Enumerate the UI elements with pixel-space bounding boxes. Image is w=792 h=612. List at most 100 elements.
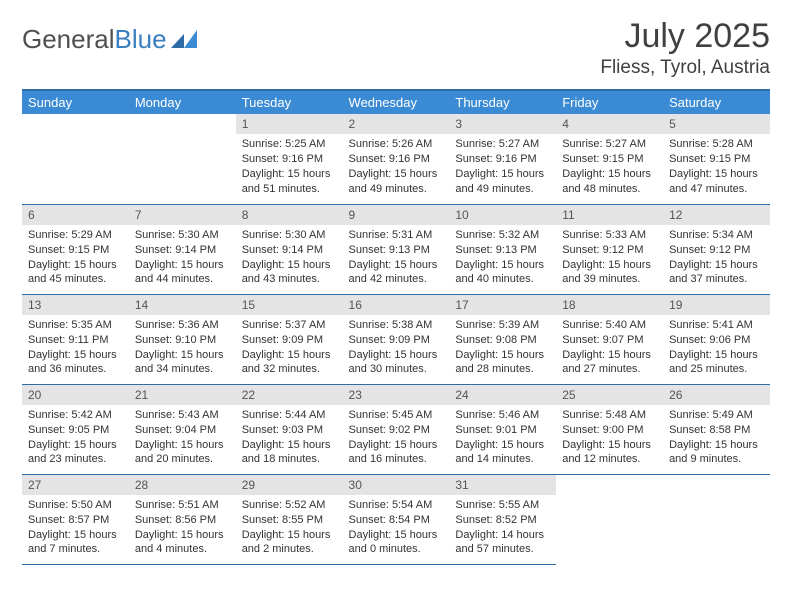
calendar-cell: 31Sunrise: 5:55 AMSunset: 8:52 PMDayligh… [449, 474, 556, 564]
day-body: Sunrise: 5:51 AMSunset: 8:56 PMDaylight:… [129, 495, 236, 563]
calendar-cell: 15Sunrise: 5:37 AMSunset: 9:09 PMDayligh… [236, 294, 343, 384]
day-number: 24 [449, 385, 556, 405]
day-number: 28 [129, 475, 236, 495]
day-body: Sunrise: 5:41 AMSunset: 9:06 PMDaylight:… [663, 315, 770, 383]
calendar-cell: 16Sunrise: 5:38 AMSunset: 9:09 PMDayligh… [343, 294, 450, 384]
day-number: 10 [449, 205, 556, 225]
day-body: Sunrise: 5:35 AMSunset: 9:11 PMDaylight:… [22, 315, 129, 383]
day-header: Tuesday [236, 90, 343, 114]
calendar-week-row: 1Sunrise: 5:25 AMSunset: 9:16 PMDaylight… [22, 114, 770, 204]
logo-icon [171, 24, 197, 55]
calendar-cell: 28Sunrise: 5:51 AMSunset: 8:56 PMDayligh… [129, 474, 236, 564]
day-body: Sunrise: 5:31 AMSunset: 9:13 PMDaylight:… [343, 225, 450, 293]
calendar-cell: 26Sunrise: 5:49 AMSunset: 8:58 PMDayligh… [663, 384, 770, 474]
day-number: 29 [236, 475, 343, 495]
calendar-week-row: 27Sunrise: 5:50 AMSunset: 8:57 PMDayligh… [22, 474, 770, 564]
day-number: 23 [343, 385, 450, 405]
day-number: 19 [663, 295, 770, 315]
day-header: Sunday [22, 90, 129, 114]
day-number: 2 [343, 114, 450, 134]
day-body: Sunrise: 5:33 AMSunset: 9:12 PMDaylight:… [556, 225, 663, 293]
day-header: Saturday [663, 90, 770, 114]
day-number: 5 [663, 114, 770, 134]
calendar-cell: 1Sunrise: 5:25 AMSunset: 9:16 PMDaylight… [236, 114, 343, 204]
day-body: Sunrise: 5:44 AMSunset: 9:03 PMDaylight:… [236, 405, 343, 473]
logo-text-1: General [22, 24, 115, 55]
header: GeneralBlue July 2025 Fliess, Tyrol, Aus… [22, 18, 770, 79]
day-body: Sunrise: 5:32 AMSunset: 9:13 PMDaylight:… [449, 225, 556, 293]
day-body: Sunrise: 5:29 AMSunset: 9:15 PMDaylight:… [22, 225, 129, 293]
day-number: 1 [236, 114, 343, 134]
calendar-cell: 17Sunrise: 5:39 AMSunset: 9:08 PMDayligh… [449, 294, 556, 384]
calendar-body: 1Sunrise: 5:25 AMSunset: 9:16 PMDaylight… [22, 114, 770, 564]
day-body: Sunrise: 5:27 AMSunset: 9:16 PMDaylight:… [449, 134, 556, 202]
day-number: 25 [556, 385, 663, 405]
calendar-cell [556, 474, 663, 564]
day-body: Sunrise: 5:39 AMSunset: 9:08 PMDaylight:… [449, 315, 556, 383]
calendar-cell: 23Sunrise: 5:45 AMSunset: 9:02 PMDayligh… [343, 384, 450, 474]
day-header: Monday [129, 90, 236, 114]
month-title: July 2025 [600, 18, 770, 55]
day-number: 26 [663, 385, 770, 405]
day-body: Sunrise: 5:28 AMSunset: 9:15 PMDaylight:… [663, 134, 770, 202]
day-number: 11 [556, 205, 663, 225]
day-body: Sunrise: 5:30 AMSunset: 9:14 PMDaylight:… [129, 225, 236, 293]
calendar-cell: 29Sunrise: 5:52 AMSunset: 8:55 PMDayligh… [236, 474, 343, 564]
calendar-cell: 3Sunrise: 5:27 AMSunset: 9:16 PMDaylight… [449, 114, 556, 204]
calendar-week-row: 13Sunrise: 5:35 AMSunset: 9:11 PMDayligh… [22, 294, 770, 384]
calendar-cell: 24Sunrise: 5:46 AMSunset: 9:01 PMDayligh… [449, 384, 556, 474]
day-number: 21 [129, 385, 236, 405]
calendar-cell: 5Sunrise: 5:28 AMSunset: 9:15 PMDaylight… [663, 114, 770, 204]
logo-text-2: Blue [115, 24, 167, 55]
day-body: Sunrise: 5:37 AMSunset: 9:09 PMDaylight:… [236, 315, 343, 383]
day-body: Sunrise: 5:25 AMSunset: 9:16 PMDaylight:… [236, 134, 343, 202]
day-body: Sunrise: 5:38 AMSunset: 9:09 PMDaylight:… [343, 315, 450, 383]
day-body: Sunrise: 5:42 AMSunset: 9:05 PMDaylight:… [22, 405, 129, 473]
calendar-cell: 11Sunrise: 5:33 AMSunset: 9:12 PMDayligh… [556, 204, 663, 294]
day-number: 14 [129, 295, 236, 315]
day-body: Sunrise: 5:30 AMSunset: 9:14 PMDaylight:… [236, 225, 343, 293]
calendar-header-row: SundayMondayTuesdayWednesdayThursdayFrid… [22, 90, 770, 114]
calendar-week-row: 6Sunrise: 5:29 AMSunset: 9:15 PMDaylight… [22, 204, 770, 294]
day-body: Sunrise: 5:43 AMSunset: 9:04 PMDaylight:… [129, 405, 236, 473]
day-number: 17 [449, 295, 556, 315]
calendar-week-row: 20Sunrise: 5:42 AMSunset: 9:05 PMDayligh… [22, 384, 770, 474]
logo: GeneralBlue [22, 24, 197, 55]
calendar-cell: 21Sunrise: 5:43 AMSunset: 9:04 PMDayligh… [129, 384, 236, 474]
day-header: Friday [556, 90, 663, 114]
calendar-cell: 25Sunrise: 5:48 AMSunset: 9:00 PMDayligh… [556, 384, 663, 474]
day-number: 18 [556, 295, 663, 315]
day-number: 15 [236, 295, 343, 315]
calendar-cell [22, 114, 129, 204]
day-body: Sunrise: 5:27 AMSunset: 9:15 PMDaylight:… [556, 134, 663, 202]
calendar-cell: 14Sunrise: 5:36 AMSunset: 9:10 PMDayligh… [129, 294, 236, 384]
calendar-cell: 2Sunrise: 5:26 AMSunset: 9:16 PMDaylight… [343, 114, 450, 204]
day-number: 22 [236, 385, 343, 405]
day-number: 13 [22, 295, 129, 315]
calendar-cell: 10Sunrise: 5:32 AMSunset: 9:13 PMDayligh… [449, 204, 556, 294]
day-number: 7 [129, 205, 236, 225]
day-body: Sunrise: 5:36 AMSunset: 9:10 PMDaylight:… [129, 315, 236, 383]
location: Fliess, Tyrol, Austria [600, 57, 770, 79]
day-number: 20 [22, 385, 129, 405]
calendar-cell: 18Sunrise: 5:40 AMSunset: 9:07 PMDayligh… [556, 294, 663, 384]
day-number: 31 [449, 475, 556, 495]
day-number: 3 [449, 114, 556, 134]
day-number: 12 [663, 205, 770, 225]
day-number: 30 [343, 475, 450, 495]
calendar-cell [129, 114, 236, 204]
calendar-cell: 9Sunrise: 5:31 AMSunset: 9:13 PMDaylight… [343, 204, 450, 294]
day-body: Sunrise: 5:48 AMSunset: 9:00 PMDaylight:… [556, 405, 663, 473]
day-number: 9 [343, 205, 450, 225]
day-body: Sunrise: 5:46 AMSunset: 9:01 PMDaylight:… [449, 405, 556, 473]
calendar-cell: 4Sunrise: 5:27 AMSunset: 9:15 PMDaylight… [556, 114, 663, 204]
calendar-cell: 19Sunrise: 5:41 AMSunset: 9:06 PMDayligh… [663, 294, 770, 384]
day-body: Sunrise: 5:26 AMSunset: 9:16 PMDaylight:… [343, 134, 450, 202]
calendar-cell [663, 474, 770, 564]
calendar-cell: 8Sunrise: 5:30 AMSunset: 9:14 PMDaylight… [236, 204, 343, 294]
day-number: 8 [236, 205, 343, 225]
calendar-cell: 27Sunrise: 5:50 AMSunset: 8:57 PMDayligh… [22, 474, 129, 564]
day-body: Sunrise: 5:45 AMSunset: 9:02 PMDaylight:… [343, 405, 450, 473]
calendar-cell: 13Sunrise: 5:35 AMSunset: 9:11 PMDayligh… [22, 294, 129, 384]
day-number: 16 [343, 295, 450, 315]
